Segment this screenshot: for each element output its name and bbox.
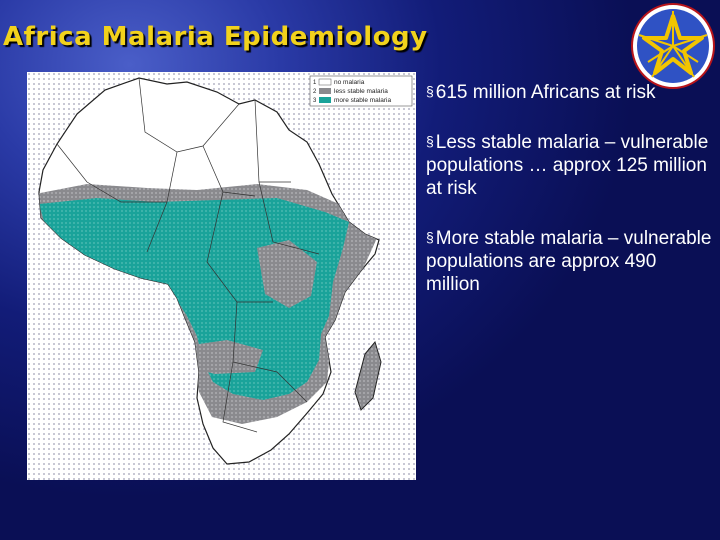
country-borders [56,77,320,433]
legend-label-less-stable: less stable malaria [334,88,388,95]
legend-swatch-no-malaria [318,78,332,86]
bullet-text: 615 million Africans at risk [435,82,656,103]
southern-grey-patch [185,340,263,374]
legend-item-less-stable: 2 less stable malaria [313,88,388,95]
madagascar [354,340,382,411]
bullet-text: Less stable malaria – vulnerable populat… [426,132,709,199]
legend-swatch-less-stable [319,88,331,94]
bullet-text: More stable malaria – vulnerable populat… [426,228,712,295]
legend-label-no-malaria: no malaria [334,79,365,86]
bullet-item: § More stable malaria – vulnerable popula… [426,226,714,296]
legend-item-more-stable: 3 more stable malaria [313,97,391,104]
lake-region-grey [257,240,317,308]
ethiopia-star-emblem-icon [631,3,715,89]
bullet-marker: § [426,83,434,99]
legend-key-1: 1 [313,80,317,86]
map-legend: 1 no malaria 2 less stable malaria 3 mor… [309,75,413,107]
legend-label-more-stable: more stable malaria [334,97,391,104]
bullet-marker: § [426,229,434,245]
africa-malaria-map: 1 no malaria 2 less stable malaria 3 mor… [27,72,416,480]
bullet-item: § Less stable malaria – vulnerable popula… [426,130,714,200]
slide-title: Africa Malaria Epidemiology [3,22,428,52]
bullet-marker: § [426,133,434,149]
legend-swatch-more-stable [319,97,331,103]
legend-item-no-malaria: 1 no malaria [313,78,365,86]
bullet-item: § 615 million Africans at risk [426,80,714,104]
bullet-list: § 615 million Africans at risk § Less stab… [426,80,714,322]
legend-key-2: 2 [313,89,317,95]
legend-key-3: 3 [313,98,317,104]
malaria-map-panel: 1 no malaria 2 less stable malaria 3 mor… [27,72,416,480]
